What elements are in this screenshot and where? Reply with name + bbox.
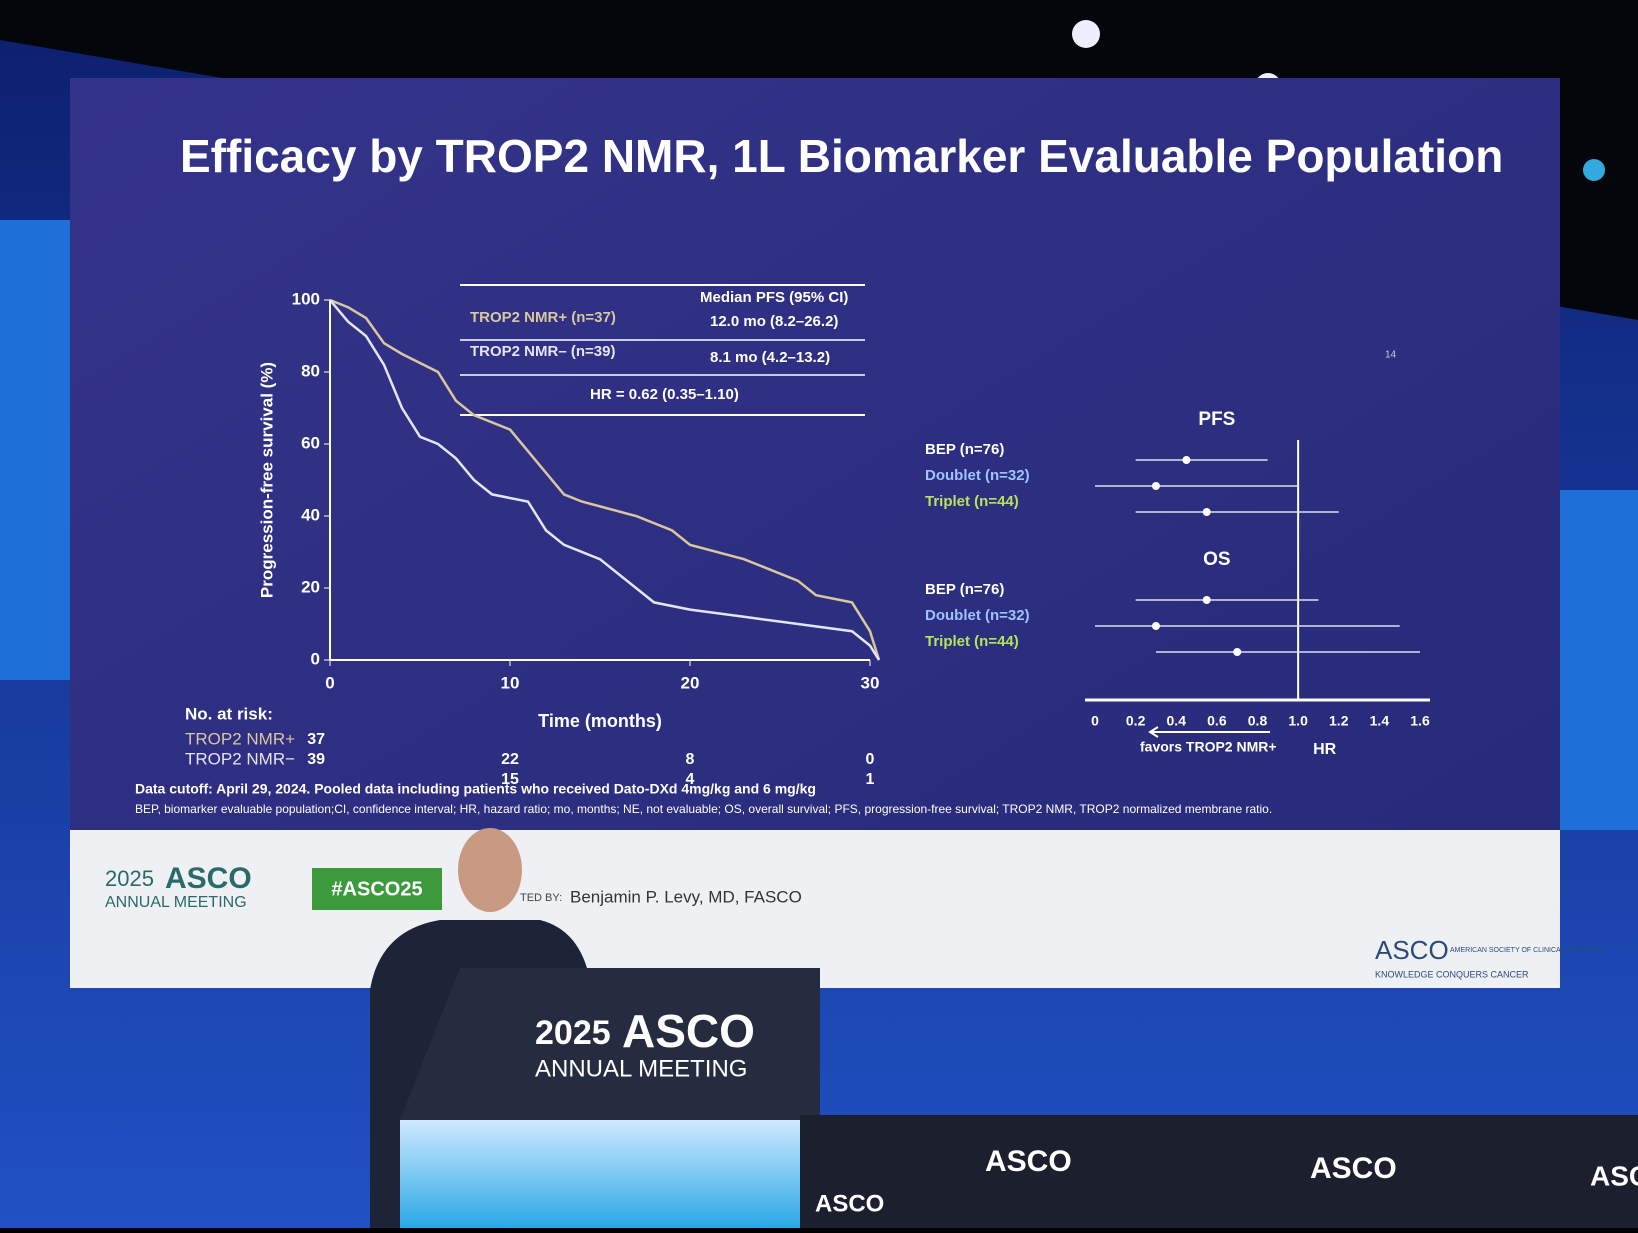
- at-risk-count: 37: [307, 731, 325, 748]
- at-risk-label: TROP2 NMR+: [185, 729, 295, 748]
- y-tick-label: 60: [301, 433, 320, 452]
- x-tick-label: 0.6: [1207, 713, 1227, 729]
- asco-society: AMERICAN SOCIETY OF CLINICAL ONCOLOGY: [1450, 947, 1607, 954]
- favors-arrow: [1148, 726, 1270, 738]
- table-logo: ASCO: [1590, 1160, 1638, 1191]
- at-risk-title: No. at risk:: [185, 704, 273, 723]
- table-cell: TROP2 NMR+ (n=37): [470, 309, 616, 326]
- row-label: BEP (n=76): [925, 441, 1004, 458]
- at-risk-count: 39: [307, 751, 325, 768]
- hr-point: [1202, 508, 1211, 516]
- podium-year: 2025: [535, 1014, 611, 1052]
- panel-title: OS: [1203, 549, 1230, 570]
- x-tick-label: 0: [325, 673, 334, 692]
- favors-note: favors TROP2 NMR+: [1140, 739, 1277, 755]
- survival-curve: [329, 298, 881, 661]
- hazard-ratio: HR = 0.62 (0.35–1.10): [590, 386, 739, 403]
- x-tick-label: 1.2: [1329, 713, 1349, 729]
- table-cell: 8.1 mo (4.2–13.2): [710, 349, 830, 366]
- hr-point: [1151, 482, 1160, 490]
- asco-logo: ASCO: [1375, 935, 1449, 965]
- at-risk-count: 0: [866, 751, 875, 768]
- podium-brand: ASCO: [622, 1005, 755, 1057]
- footer-brand: ASCO: [165, 862, 252, 895]
- hr-point: [1202, 596, 1211, 604]
- table-cell: 12.0 mo (8.2–26.2): [710, 313, 838, 330]
- x-axis-label: Time (months): [538, 711, 662, 731]
- y-tick-label: 100: [292, 289, 320, 308]
- y-tick-label: 40: [301, 505, 320, 524]
- row-label: BEP (n=76): [925, 581, 1004, 598]
- podium: [400, 968, 820, 1120]
- at-risk-count: 1: [866, 771, 875, 788]
- row-label: Triplet (n=44): [925, 633, 1019, 650]
- hr-point: [1151, 622, 1160, 630]
- row-label: Triplet (n=44): [925, 493, 1019, 510]
- row-label: Doublet (n=32): [925, 607, 1030, 624]
- at-risk-count: 4: [686, 771, 695, 788]
- slide-footer: [70, 830, 1560, 988]
- hr-point: [1233, 648, 1242, 656]
- slide-title: Efficacy by TROP2 NMR, 1L Biomarker Eval…: [180, 130, 1503, 182]
- footnote: Data cutoff: April 29, 2024. Pooled data…: [135, 781, 816, 797]
- stage-light: [1072, 20, 1100, 48]
- table-cell: TROP2 NMR– (n=39): [470, 343, 615, 360]
- page-number: 14: [1385, 350, 1397, 361]
- hashtag: #ASCO25: [331, 878, 422, 900]
- table-logo: ASCO: [1310, 1152, 1397, 1185]
- hashtag-box: [312, 868, 442, 910]
- podium-base: [400, 1120, 820, 1228]
- row-label: Doublet (n=32): [925, 467, 1030, 484]
- presented-by: TED BY:: [520, 892, 562, 904]
- x-tick-label: 1.4: [1370, 713, 1390, 729]
- footnote: BEP, biomarker evaluable population;CI, …: [135, 802, 1272, 816]
- at-risk-label: TROP2 NMR−: [185, 749, 295, 768]
- presenter: Benjamin P. Levy, MD, FASCO: [570, 887, 802, 906]
- x-tick-label: 10: [501, 673, 520, 692]
- asco-tagline: KNOWLEDGE CONQUERS CANCER: [1375, 969, 1529, 979]
- footer-year: 2025: [105, 866, 154, 891]
- footer-meeting: ANNUAL MEETING: [105, 894, 247, 911]
- table-logo: ASCO: [985, 1145, 1072, 1178]
- x-tick-label: 1.6: [1410, 713, 1430, 729]
- survival-curve: [329, 299, 881, 661]
- hr-point: [1182, 456, 1191, 464]
- y-tick-label: 0: [311, 649, 320, 668]
- at-risk-count: 15: [501, 771, 519, 788]
- at-risk-count: 8: [686, 751, 695, 768]
- panel-title: PFS: [1198, 409, 1235, 430]
- at-risk-count: 22: [501, 751, 519, 768]
- y-tick-label: 20: [301, 577, 320, 596]
- x-tick-label: 0.4: [1167, 713, 1187, 729]
- x-tick-label: 1.0: [1288, 713, 1308, 729]
- y-axis-label: Progression-free survival (%): [257, 362, 276, 598]
- x-tick-label: 0.2: [1126, 713, 1146, 729]
- x-axis-label: HR: [1313, 741, 1337, 758]
- table-logo: ASCO: [815, 1190, 884, 1217]
- x-tick-label: 0.8: [1248, 713, 1268, 729]
- stage-light: [1583, 159, 1605, 181]
- table-header: Median PFS (95% CI): [700, 289, 848, 306]
- median-table: Median PFS (95% CI) TROP2 NMR+ (n=37) 12…: [460, 284, 865, 416]
- y-tick-label: 80: [301, 361, 320, 380]
- x-tick-label: 30: [861, 673, 880, 692]
- x-tick-label: 0: [1091, 713, 1099, 729]
- podium-meeting: ANNUAL MEETING: [535, 1055, 747, 1082]
- panel-table: [800, 1115, 1638, 1228]
- x-tick-label: 20: [681, 673, 700, 692]
